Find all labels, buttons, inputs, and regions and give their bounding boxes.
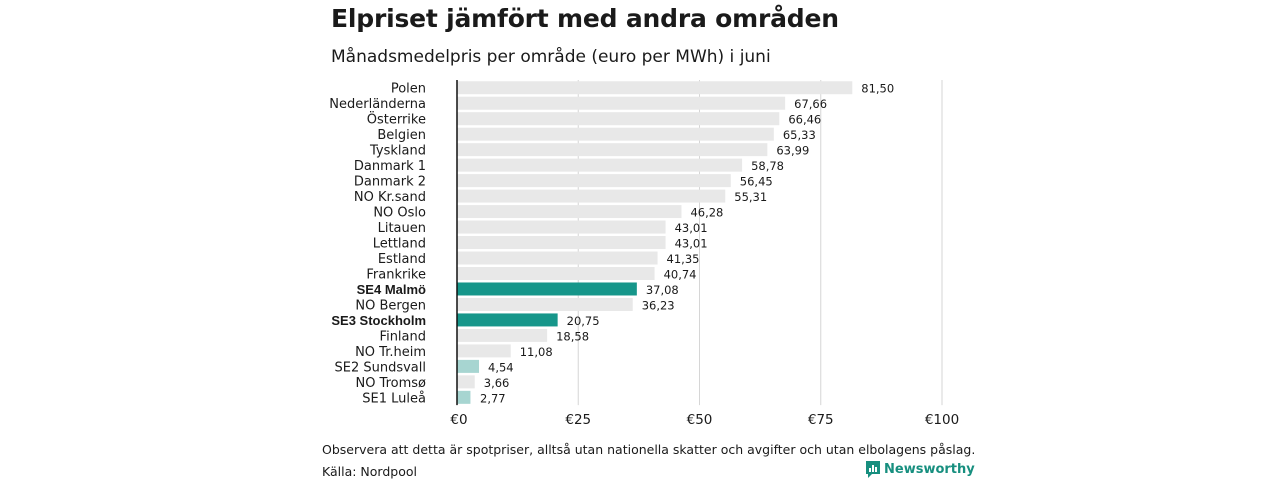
value-label: 66,46 [788, 113, 821, 127]
value-label: 58,78 [751, 159, 784, 173]
category-label: Finland [380, 329, 426, 344]
bar [457, 174, 731, 188]
x-tick-label: €100 [925, 412, 959, 428]
footnote: Observera att detta är spotpriser, allts… [322, 442, 976, 457]
category-label: NO Kr.sand [354, 190, 426, 205]
category-label: SE1 Luleå [362, 391, 426, 406]
bar [457, 158, 743, 172]
brand-name: Newsworthy [884, 462, 975, 477]
value-label: 41,35 [667, 252, 700, 266]
value-label: 40,74 [664, 268, 697, 282]
category-label: Danmark 2 [354, 175, 426, 190]
value-label: 63,99 [776, 144, 809, 158]
bar [457, 236, 666, 250]
bar [457, 313, 558, 327]
value-label: 11,08 [520, 345, 553, 359]
bar [457, 344, 511, 358]
category-label: Lettland [373, 237, 426, 252]
category-label: Belgien [377, 128, 426, 143]
value-label: 4,54 [488, 360, 514, 374]
value-label: 46,28 [690, 206, 723, 220]
category-label: Litauen [378, 221, 426, 236]
category-label: Danmark 1 [354, 159, 426, 174]
value-label: 43,01 [675, 237, 708, 251]
source-note: Källa: Nordpool [322, 464, 417, 479]
chart-subtitle: Månadsmedelpris per område (euro per MWh… [331, 47, 771, 67]
bar [457, 81, 853, 95]
brand-logo: Newsworthy [866, 461, 975, 478]
x-tick-label: €25 [565, 412, 591, 428]
value-label: 36,23 [642, 298, 675, 312]
bar [457, 220, 666, 234]
bar [457, 328, 548, 342]
category-label: Österrike [367, 111, 426, 128]
value-label: 37,08 [646, 283, 679, 297]
value-label: 81,50 [861, 82, 894, 96]
bar [457, 127, 774, 141]
bar [457, 267, 655, 280]
chart-title: Elpriset jämfört med andra områden [331, 4, 839, 33]
bar [457, 297, 633, 311]
value-label: 18,58 [556, 329, 589, 343]
category-label: Nederländerna [329, 97, 426, 112]
value-label: 43,01 [675, 221, 708, 235]
bar [457, 205, 682, 219]
value-label: 2,77 [480, 391, 506, 405]
category-label: SE3 Stockholm [331, 313, 426, 328]
value-label: 20,75 [567, 314, 600, 328]
category-label: SE4 Malmö [357, 282, 426, 297]
bar [457, 390, 471, 404]
category-label: SE2 Sundsvall [334, 360, 426, 375]
bar [457, 112, 780, 126]
value-label: 56,45 [740, 175, 773, 189]
bar [457, 96, 786, 110]
value-label: 67,66 [794, 97, 827, 111]
category-label: Polen [391, 82, 426, 97]
category-label: NO Tromsø [355, 376, 426, 391]
bar [457, 251, 658, 265]
value-label: 55,31 [734, 190, 767, 204]
x-tick-label: €0 [450, 412, 467, 428]
bar [457, 359, 480, 373]
category-label: Tyskland [369, 144, 426, 159]
category-label: NO Oslo [373, 206, 426, 221]
category-label: NO Bergen [355, 298, 426, 313]
category-label: Frankrike [366, 268, 426, 283]
bar-chart: Polen 81,50 Nederländerna 67,66 Österrike 66,… [329, 80, 959, 428]
category-label: Estland [378, 252, 426, 267]
bar [457, 282, 637, 296]
value-label: 65,33 [783, 128, 816, 142]
bar [457, 143, 768, 157]
bar [457, 375, 475, 389]
bar [457, 189, 726, 203]
newsworthy-logo-icon [866, 461, 880, 478]
value-label: 3,66 [484, 376, 510, 390]
x-tick-label: €50 [687, 412, 713, 428]
category-label: NO Tr.heim [355, 345, 426, 360]
x-tick-label: €75 [808, 412, 834, 428]
